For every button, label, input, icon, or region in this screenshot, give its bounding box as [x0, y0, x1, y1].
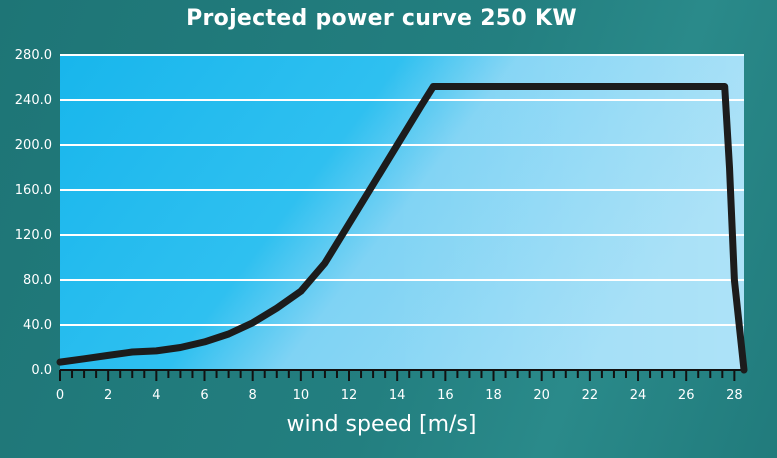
x-tick-label: 26: [678, 388, 695, 403]
x-tick-label: 4: [152, 388, 160, 403]
plot-highlight: [380, 55, 744, 370]
series-layer: [56, 83, 748, 374]
y-tick-label: 240.0: [15, 93, 52, 108]
x-tick-label: 2: [104, 388, 112, 403]
x-tick-label: 8: [249, 388, 257, 403]
power-curve-line: [56, 83, 748, 374]
x-tick-label: 20: [533, 388, 550, 403]
x-tick-label: 22: [582, 388, 599, 403]
x-axis-label: wind speed [m/s]: [286, 412, 477, 437]
x-tick-label: 12: [341, 388, 358, 403]
x-axis: 0 2 4 6 8 10 12 14 16 18 20 22 24 26 28: [56, 369, 744, 403]
y-tick-label: 120.0: [15, 228, 52, 243]
x-tick-label: 28: [726, 388, 743, 403]
y-tick-label: 0.0: [31, 363, 52, 378]
y-tick-label: 200.0: [15, 138, 52, 153]
x-tick-label: 16: [437, 388, 454, 403]
x-tick-label: 0: [56, 388, 64, 403]
y-tick-label: 160.0: [15, 183, 52, 198]
y-tick-label: 40.0: [23, 318, 52, 333]
x-tick-label: 6: [200, 388, 208, 403]
x-tick-label: 24: [630, 388, 647, 403]
x-tick-label: 18: [485, 388, 502, 403]
grid-lines: [60, 54, 744, 326]
y-tick-label: 280.0: [15, 48, 52, 63]
chart-title: Projected power curve 250 KW: [186, 6, 577, 31]
x-tick-label: 14: [389, 388, 406, 403]
y-tick-label: 80.0: [23, 273, 52, 288]
y-tick-labels: 0.0 40.0 80.0 120.0 160.0 200.0 240.0 280.0: [15, 48, 52, 378]
x-tick-label: 10: [293, 388, 310, 403]
